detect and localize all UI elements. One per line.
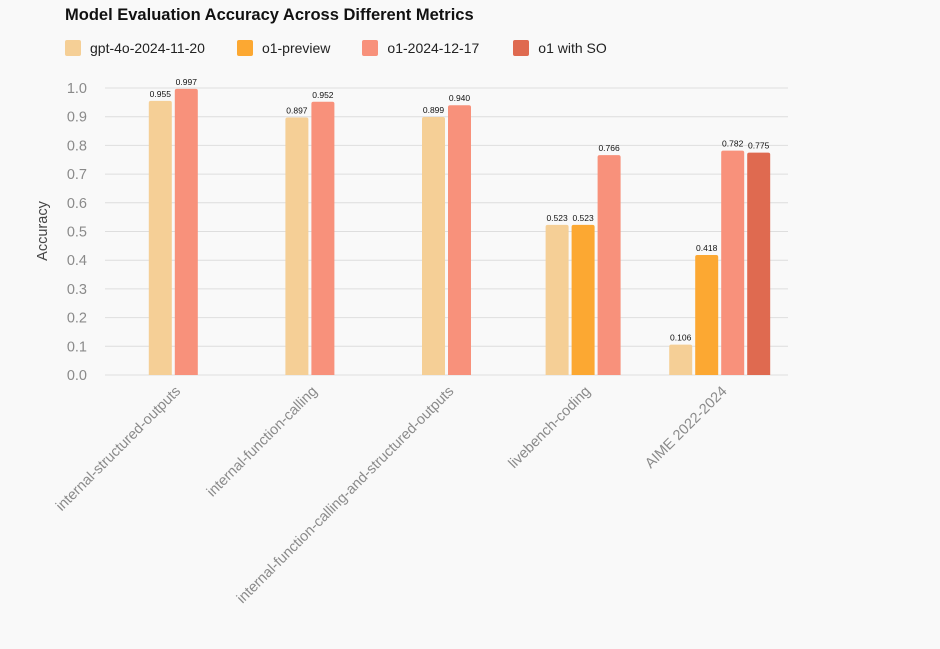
y-tick-label: 0.4 — [67, 253, 87, 269]
bar-o1-preview-aime-2022-2024 — [695, 255, 719, 375]
y-tick-label: 0.0 — [67, 368, 87, 384]
data-label: 0.899 — [423, 105, 445, 115]
y-axis-label: Accuracy — [35, 200, 51, 260]
legend-swatch — [236, 40, 253, 56]
x-tick-label: livebench-coding — [506, 384, 594, 472]
y-tick-label: 0.7 — [67, 167, 87, 183]
bar-o1-2024-12-17-internal-function-calling — [311, 101, 335, 375]
legend-label: o1-preview — [261, 40, 331, 56]
y-tick-label: 0.9 — [67, 110, 87, 126]
bar-o1-preview-livebench-coding — [571, 224, 595, 375]
legend-label: o1 with SO — [538, 40, 607, 56]
bar-gpt-4o-2024-11-20-livebench-coding — [545, 224, 569, 375]
x-tick-label: internal-function-calling-and-structured… — [234, 384, 457, 607]
bar-o1-with-so-aime-2022-2024 — [747, 152, 771, 375]
legend-label: gpt-4o-2024-11-20 — [90, 40, 205, 56]
y-tick-label: 0.1 — [67, 339, 87, 355]
y-tick-label: 0.6 — [67, 196, 87, 212]
y-tick-label: 0.5 — [67, 225, 87, 241]
bar-gpt-4o-2024-11-20-internal-function-calling-and-structured-outputs — [422, 116, 445, 375]
bar-o1-2024-12-17-internal-structured-outputs — [174, 88, 198, 376]
bar-gpt-4o-2024-11-20-aime-2022-2024 — [669, 344, 693, 375]
y-tick-label: 0.3 — [67, 282, 87, 298]
legend-item-o1-2024-12-17: o1-2024-12-17 — [362, 40, 479, 56]
data-label: 0.523 — [546, 213, 568, 223]
data-label: 0.940 — [449, 93, 471, 103]
data-label: 0.997 — [176, 77, 198, 87]
data-label: 0.775 — [748, 141, 770, 151]
legend-item-gpt-4o-2024-11-20: gpt-4o-2024-11-20 — [65, 40, 205, 56]
bar-o1-2024-12-17-livebench-coding — [597, 155, 621, 375]
legend: gpt-4o-2024-11-20 o1-preview o1-2024-12-17… — [65, 40, 607, 56]
data-label: 0.106 — [670, 333, 692, 343]
legend-swatch — [513, 40, 530, 56]
bar-o1-2024-12-17-aime-2022-2024 — [721, 150, 745, 375]
legend-swatch — [65, 40, 81, 56]
data-label: 0.955 — [150, 89, 172, 99]
data-label: 0.523 — [572, 213, 594, 223]
chart-title: Model Evaluation Accuracy Across Differe… — [65, 6, 474, 24]
bar-gpt-4o-2024-11-20-internal-function-calling — [285, 117, 309, 375]
data-label: 0.766 — [598, 143, 620, 153]
data-label: 0.782 — [722, 139, 744, 149]
data-label: 0.418 — [696, 243, 718, 253]
x-tick-label: internal-function-calling — [204, 384, 321, 501]
legend-item-o1-with-so: o1 with SO — [513, 40, 607, 56]
legend-swatch — [362, 40, 379, 56]
bar-gpt-4o-2024-11-20-internal-structured-outputs — [148, 100, 172, 375]
x-tick-label: internal-structured-outputs — [53, 384, 184, 515]
legend-label: o1-2024-12-17 — [387, 40, 480, 56]
data-label: 0.897 — [286, 106, 308, 116]
x-tick-label: AIME 2022-2024 — [642, 384, 730, 472]
y-tick-label: 1.0 — [67, 81, 87, 97]
data-label: 0.952 — [312, 90, 334, 100]
y-tick-label: 0.2 — [67, 311, 87, 327]
legend-item-o1-preview: o1-preview — [236, 40, 331, 56]
bar-o1-2024-12-17-internal-function-calling-and-structured-outputs — [448, 105, 471, 375]
y-tick-label: 0.8 — [67, 138, 87, 154]
